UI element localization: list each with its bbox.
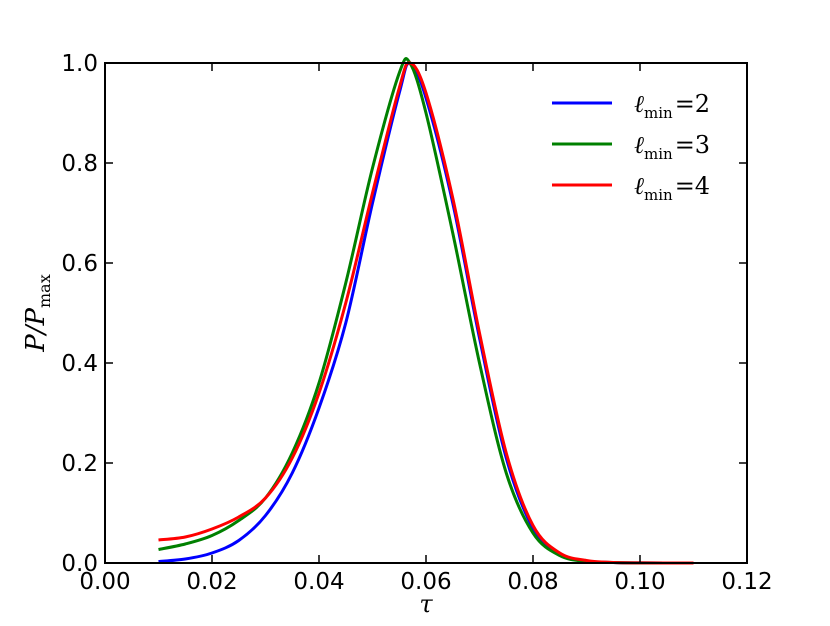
x-tick-label: 0.12 xyxy=(721,569,772,595)
y-axis-label-main: P/P xyxy=(21,307,51,352)
y-tick-label: 0.6 xyxy=(61,251,98,277)
y-axis-label-sub: max xyxy=(35,274,54,308)
series-lines xyxy=(158,57,694,565)
series-line-3 xyxy=(158,61,694,565)
x-tick-label: 0.08 xyxy=(507,569,558,595)
y-tick-labels: 0.0 0.2 0.4 0.6 0.8 1.0 xyxy=(61,51,98,577)
svg-text:P/Pmax: P/Pmax xyxy=(21,274,54,352)
legend-item-2: ℓmin=3 xyxy=(552,131,710,163)
x-tick-label: 0.00 xyxy=(79,569,130,595)
y-axis-label: P/Pmax xyxy=(21,274,54,352)
plot-frame xyxy=(104,62,748,564)
legend-item-3: ℓmin=4 xyxy=(552,172,710,204)
axis-ticks xyxy=(104,62,748,564)
x-tick-label: 0.04 xyxy=(293,569,344,595)
x-axis-label: τ xyxy=(419,590,433,618)
series-line-1 xyxy=(158,61,694,565)
legend-item-1: ℓmin=2 xyxy=(552,90,710,122)
series-line-2 xyxy=(158,57,694,565)
x-tick-label: 0.06 xyxy=(400,569,451,595)
legend-label: ℓmin=2 xyxy=(634,90,710,122)
legend: ℓmin=2 ℓmin=3 ℓmin=4 xyxy=(552,90,710,204)
y-tick-label: 0.4 xyxy=(61,351,98,377)
legend-label: ℓmin=3 xyxy=(634,131,710,163)
y-tick-label: 0.8 xyxy=(61,151,98,177)
legend-label: ℓmin=4 xyxy=(634,172,710,204)
x-tick-labels: 0.00 0.02 0.04 0.06 0.08 0.10 0.12 xyxy=(79,569,772,595)
y-tick-label: 1.0 xyxy=(61,51,98,77)
x-tick-label: 0.10 xyxy=(614,569,665,595)
y-tick-label: 0.2 xyxy=(61,451,98,477)
x-tick-label: 0.02 xyxy=(186,569,237,595)
y-tick-label: 0.0 xyxy=(61,551,98,577)
